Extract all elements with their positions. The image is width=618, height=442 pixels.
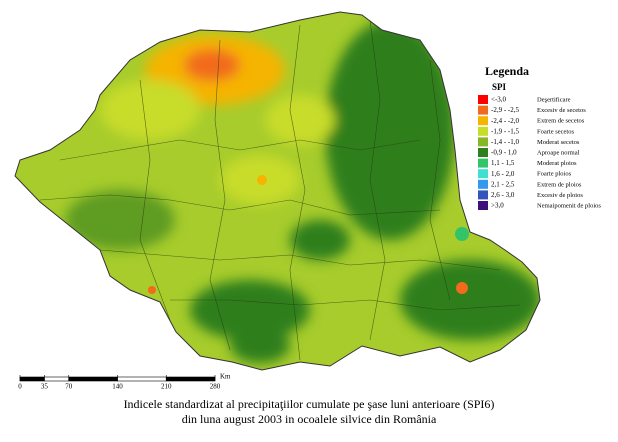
legend-label: Moderat secetos — [537, 139, 580, 146]
legend-label: Excesiv de secetos — [537, 107, 586, 114]
scale-segment — [165, 376, 216, 382]
legend-range: -1,9 - -1,5 — [491, 127, 519, 135]
legend-range: -1,4 - -1,0 — [491, 138, 519, 146]
scale-segment — [19, 376, 45, 382]
legend-label: Extrem de secetos — [537, 118, 585, 125]
legend-range: -2,9 - -2,5 — [491, 106, 519, 114]
legend-swatch — [478, 158, 488, 168]
legend-range: -0,9 - 1,0 — [491, 149, 517, 157]
scale-segment — [117, 376, 167, 382]
legend-swatch — [478, 126, 488, 136]
legend-range: 2,1 - 2,5 — [491, 180, 515, 188]
legend-range: 1,6 - 2,0 — [491, 170, 515, 178]
scale-label: 210 — [161, 383, 172, 391]
scale-label: 35 — [41, 383, 49, 391]
legend-range: <-3,0 — [491, 96, 507, 104]
legend-label: Foarte secetos — [537, 128, 574, 135]
scale-label: 0 — [18, 383, 22, 391]
legend-swatch — [478, 116, 488, 126]
legend-range: -2,4 - -2,0 — [491, 117, 519, 125]
legend: <-3,0 Deşertificare -2,9 - -2,5 Excesiv de … — [478, 95, 601, 210]
romania-map — [15, 12, 540, 370]
legend-swatch — [478, 137, 488, 147]
scale-segment — [44, 376, 70, 382]
legend-swatch — [478, 201, 488, 210]
legend-label: Extrem de ploios — [537, 181, 582, 188]
legend-swatch — [478, 105, 488, 115]
legend-swatch — [478, 169, 488, 179]
legend-swatch — [478, 95, 488, 104]
legend-range: >3,0 — [491, 202, 504, 210]
legend-title: Legenda — [485, 64, 529, 78]
scale-bar: 0 35 70 140 210 280 Km — [18, 373, 231, 391]
scale-label: 70 — [65, 383, 73, 391]
legend-label: Deşertificare — [537, 96, 571, 103]
legend-label: Aproape normal — [537, 149, 580, 156]
legend-range: 2,6 - 3,0 — [491, 191, 515, 199]
legend-label: Foarte ploios — [537, 171, 572, 178]
legend-swatch — [478, 190, 488, 200]
caption-line: din luna august 2003 in ocoalele silvice… — [182, 412, 437, 426]
caption-line: Indicele standardizat al precipitaţiilor… — [124, 397, 495, 411]
legend-label: Moderat ploios — [537, 160, 577, 167]
scale-label: 140 — [112, 383, 123, 391]
legend-range: 1,1 - 1,5 — [491, 159, 515, 167]
legend-swatch — [478, 179, 488, 189]
legend-label: Excesiv de ploios — [537, 192, 583, 199]
legend-subtitle: SPI — [492, 82, 507, 92]
scale-label: 280 — [210, 383, 221, 391]
legend-swatch — [478, 148, 488, 157]
legend-label: Nemaipomenit de ploios — [537, 202, 601, 209]
scale-segment — [68, 376, 118, 382]
scale-unit: Km — [220, 373, 231, 381]
